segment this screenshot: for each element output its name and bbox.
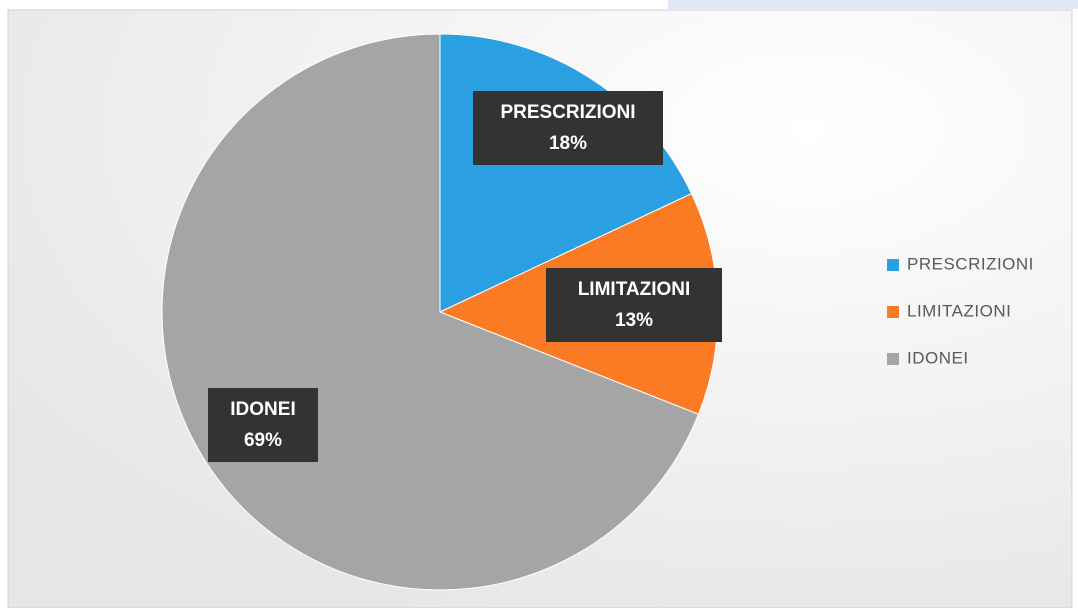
data-label-box bbox=[473, 91, 663, 165]
data-label-name: IDONEI bbox=[230, 399, 295, 420]
top-strip bbox=[668, 0, 1078, 9]
data-label-value: 69% bbox=[244, 430, 282, 451]
data-label-value: 18% bbox=[549, 133, 587, 154]
legend-swatch bbox=[887, 353, 899, 365]
legend-label: IDONEI bbox=[907, 348, 969, 367]
legend-swatch bbox=[887, 259, 899, 271]
data-label-box bbox=[208, 388, 318, 462]
data-label-name: PRESCRIZIONI bbox=[500, 102, 635, 123]
data-label-box bbox=[546, 268, 722, 342]
data-label-value: 13% bbox=[615, 310, 653, 331]
legend-label: PRESCRIZIONI bbox=[907, 254, 1034, 273]
data-label-name: LIMITAZIONI bbox=[578, 279, 691, 300]
legend-swatch bbox=[887, 306, 899, 318]
legend-label: LIMITAZIONI bbox=[907, 301, 1011, 320]
